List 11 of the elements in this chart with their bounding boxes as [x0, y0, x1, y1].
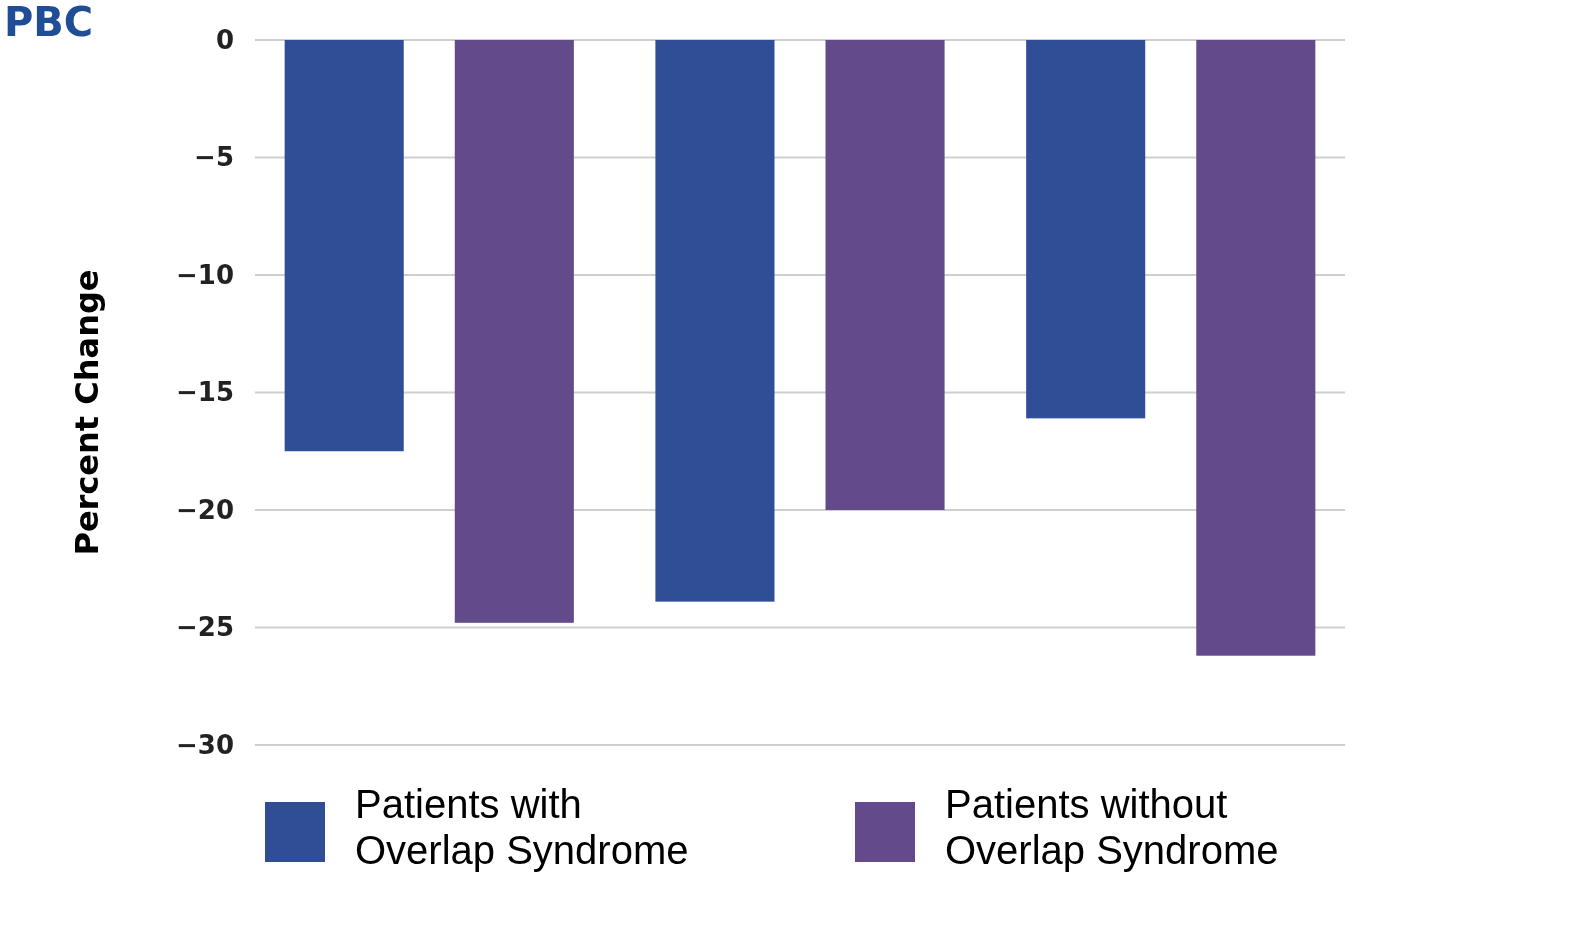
- y-tick-label: −25: [176, 612, 234, 643]
- y-tick-label: 0: [215, 24, 234, 55]
- y-tick-label: −15: [176, 377, 234, 408]
- legend-label: Patients with Overlap Syndrome: [355, 782, 689, 872]
- y-tick-label: −10: [176, 259, 234, 290]
- chart-title: PBC: [4, 0, 94, 45]
- y-tick-label: −5: [194, 142, 234, 173]
- legend-label: Patients without Overlap Syndrome: [945, 782, 1279, 872]
- y-tick-label: −20: [176, 494, 234, 525]
- y-axis-title: Percent Change: [68, 269, 106, 556]
- y-tick-label: −30: [176, 729, 234, 760]
